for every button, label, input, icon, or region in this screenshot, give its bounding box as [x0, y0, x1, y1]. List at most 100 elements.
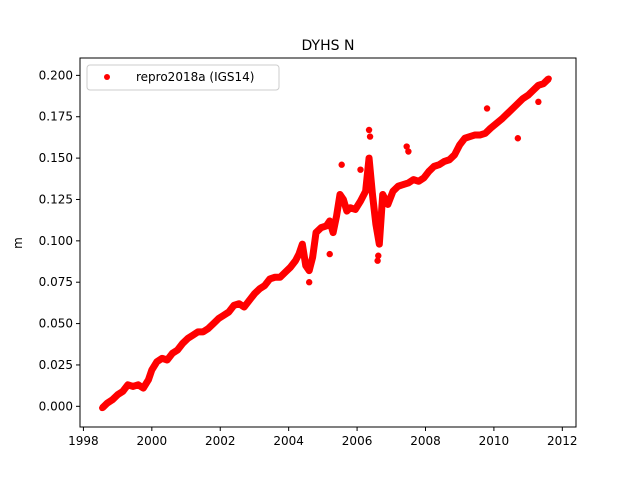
data-point	[210, 320, 217, 327]
data-point	[312, 229, 320, 236]
data-point	[329, 229, 337, 236]
data-point	[365, 154, 373, 162]
data-point	[545, 75, 552, 82]
x-tick-label: 2000	[137, 434, 168, 448]
data-point	[184, 335, 191, 342]
legend-marker	[104, 74, 110, 80]
y-tick-label: 0.075	[39, 275, 73, 289]
data-point	[194, 328, 202, 336]
legend-box	[86, 64, 280, 91]
y-tick-label: 0.025	[39, 358, 73, 372]
data-point	[466, 133, 474, 140]
data-point	[499, 115, 506, 122]
data-point	[375, 252, 382, 259]
data-point	[114, 391, 121, 398]
data-point	[357, 166, 364, 173]
x-tick-label: 2004	[273, 434, 304, 448]
data-point	[276, 274, 284, 281]
data-point	[347, 204, 354, 211]
data-point	[309, 254, 316, 261]
data-point	[482, 130, 489, 137]
data-point	[295, 250, 303, 258]
data-point	[420, 174, 427, 182]
data-point	[435, 161, 443, 168]
data-point	[446, 156, 453, 163]
x-tick-label: 2008	[410, 434, 441, 448]
data-point	[305, 267, 313, 274]
data-point	[189, 331, 197, 339]
data-point	[124, 381, 132, 389]
data-point	[158, 355, 166, 362]
data-point	[471, 131, 479, 139]
data-point	[326, 217, 333, 225]
data-point	[338, 161, 345, 168]
data-point	[524, 92, 532, 99]
data-point	[215, 315, 222, 322]
data-point	[230, 302, 238, 309]
data-point	[282, 269, 289, 276]
data-point	[519, 95, 527, 102]
data-point	[352, 206, 359, 213]
data-point	[405, 179, 412, 187]
data-point	[302, 262, 309, 269]
data-point	[333, 212, 340, 220]
data-point	[199, 328, 207, 336]
data-point	[134, 381, 142, 389]
chart-title: DYHS N	[302, 38, 355, 54]
y-tick-label: 0.000	[39, 399, 73, 413]
data-point	[451, 151, 458, 159]
data-point	[261, 282, 268, 289]
y-tick-label: 0.050	[39, 317, 73, 331]
data-point	[292, 257, 299, 264]
data-point	[535, 82, 542, 89]
data-point	[323, 222, 330, 230]
data-point	[109, 396, 116, 403]
data-point	[240, 303, 248, 311]
data-point	[148, 366, 156, 374]
data-point	[220, 312, 227, 319]
data-point	[256, 285, 263, 293]
data-point	[225, 308, 232, 316]
y-tick-label: 0.175	[39, 110, 73, 124]
data-point	[99, 404, 106, 412]
data-point	[403, 143, 410, 150]
data-point	[271, 274, 279, 281]
data-point	[174, 346, 181, 354]
data-point	[415, 178, 422, 185]
data-point	[169, 350, 176, 357]
data-point	[430, 163, 438, 170]
data-point	[179, 340, 186, 347]
data-point	[235, 300, 243, 307]
data-point	[477, 131, 484, 139]
data-point	[504, 110, 511, 117]
legend-label: repro2018a (IGS14)	[136, 70, 254, 84]
data-point	[336, 191, 344, 198]
data-point	[251, 290, 258, 297]
data-point	[145, 376, 152, 384]
data-point	[140, 384, 147, 392]
data-point	[205, 325, 212, 332]
data-point	[514, 100, 522, 107]
y-axis: 0.000 0.025 0.050 0.075 0.100 0.125 0.150 0.175…	[39, 68, 80, 413]
y-tick-label: 0.200	[39, 68, 73, 82]
x-tick-label: 2002	[205, 434, 236, 448]
y-axis-label: m	[11, 237, 25, 249]
data-point	[384, 201, 392, 208]
data-point	[410, 176, 417, 183]
data-point	[461, 135, 469, 142]
x-tick-label: 2010	[479, 434, 510, 448]
data-point	[266, 275, 274, 283]
y-tick-label: 0.150	[39, 151, 73, 165]
x-tick-label: 1998	[68, 434, 99, 448]
data-point	[376, 240, 383, 248]
data-point	[405, 148, 412, 155]
data-point	[153, 358, 161, 365]
data-point	[394, 183, 402, 190]
data-point	[487, 125, 494, 132]
data-point	[104, 399, 111, 407]
data-point	[246, 297, 253, 304]
data-point	[540, 80, 547, 87]
plot-frame	[79, 57, 577, 428]
data-point	[119, 388, 126, 395]
